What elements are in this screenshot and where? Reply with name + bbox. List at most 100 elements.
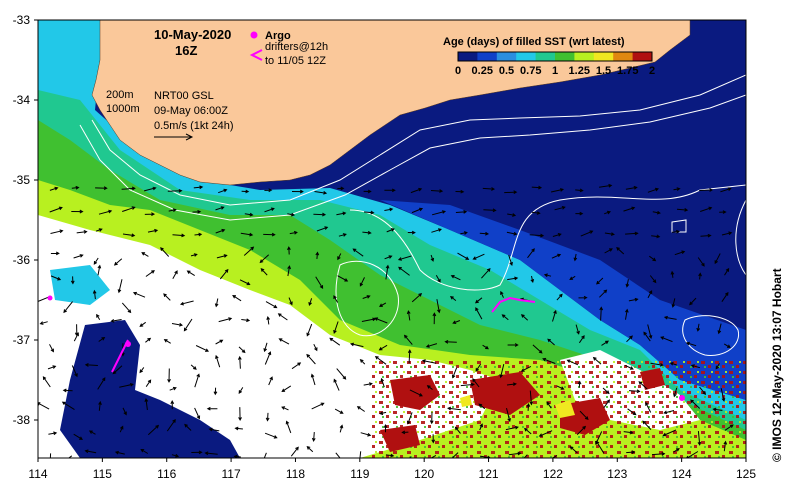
y-tick-label: -36 — [13, 253, 31, 267]
current-arrow — [50, 229, 64, 234]
current-arrow — [264, 351, 272, 365]
legend-tick-label: 1 — [552, 65, 558, 77]
current-arrow — [119, 425, 124, 433]
current-arrow — [169, 386, 177, 391]
current-arrow — [626, 335, 633, 343]
current-arrow — [183, 318, 193, 332]
legend-ticks: 0 0.25 0.5 0.75 1 1.25 1.5 1.75 2 — [455, 65, 655, 77]
current-arrow — [520, 365, 532, 372]
current-arrow — [260, 268, 268, 276]
current-arrow — [144, 397, 149, 411]
current-arrow — [122, 233, 136, 238]
current-arrow — [265, 412, 270, 422]
current-arrow — [430, 454, 437, 458]
current-arrow — [179, 300, 194, 306]
current-arrow — [508, 451, 522, 456]
current-arrow — [529, 390, 534, 406]
legend-swatch — [516, 52, 537, 61]
current-arrow — [359, 451, 362, 458]
current-arrow — [638, 381, 648, 390]
current-arrow — [431, 210, 447, 216]
current-arrow — [359, 277, 365, 287]
argo-float-1 — [125, 341, 131, 347]
y-tick-label: -38 — [13, 413, 31, 427]
current-arrow — [338, 233, 347, 237]
current-arrow — [311, 432, 316, 442]
current-arrow — [194, 407, 201, 420]
current-arrow — [315, 276, 324, 289]
current-arrow — [580, 230, 594, 237]
current-arrow — [592, 356, 602, 365]
current-contour-2 — [335, 260, 399, 337]
current-arrow — [698, 272, 702, 280]
current-arrow — [240, 232, 254, 237]
drifters-legend-label: drifters@12h — [265, 41, 328, 53]
x-tick-label: 118 — [286, 467, 305, 481]
current-arrow — [166, 418, 176, 432]
current-arrow — [721, 231, 733, 236]
current-arrow — [288, 297, 293, 306]
current-arrow — [140, 448, 149, 454]
current-arrow — [482, 344, 489, 350]
y-tick-label: -35 — [13, 173, 31, 187]
plot-area — [38, 20, 746, 458]
drifters-legend-period: to 11/05 12Z — [265, 55, 326, 67]
isobath-1000 — [79, 94, 746, 221]
current-arrow — [483, 208, 497, 213]
current-arrow — [575, 211, 584, 216]
current-arrow — [385, 264, 390, 280]
current-arrow — [575, 324, 580, 335]
current-arrow — [308, 298, 313, 306]
current-arrow — [475, 307, 483, 320]
current-arrow — [310, 373, 316, 386]
current-arrow — [97, 377, 106, 390]
current-arrow — [168, 208, 177, 212]
current-arrow — [61, 401, 75, 411]
current-arrow — [263, 342, 268, 353]
argo-legend-label: Argo — [265, 30, 291, 42]
legend-swatch — [613, 52, 634, 61]
current-arrow — [506, 231, 518, 236]
current-vectors — [38, 183, 734, 458]
current-arrow — [674, 250, 686, 256]
current-arrow — [42, 376, 51, 388]
current-arrow — [143, 186, 157, 192]
current-contour-4 — [671, 219, 687, 233]
current-arrow — [349, 342, 364, 348]
current-arrow — [472, 378, 480, 388]
legend-tick-label: 1.75 — [617, 65, 638, 77]
current-arrow — [145, 270, 155, 277]
current-arrow — [623, 206, 636, 212]
current-arrow — [374, 355, 387, 365]
current-arrow — [596, 277, 604, 285]
current-arrow — [556, 293, 563, 301]
current-arrow — [406, 412, 413, 425]
current-arrow — [649, 255, 657, 262]
current-arrow — [386, 228, 395, 233]
current-arrow — [121, 186, 136, 191]
current-arrow — [241, 318, 251, 323]
current-arrow — [278, 338, 290, 345]
current-arrow — [171, 453, 180, 458]
current-arrow — [215, 339, 224, 345]
current-arrow — [499, 363, 505, 379]
sst-old-data-cluster — [380, 368, 665, 452]
current-arrow — [651, 452, 666, 456]
current-arrow — [379, 411, 387, 416]
current-arrow — [435, 275, 441, 283]
argo-legend-icon — [250, 31, 258, 39]
current-arrow — [363, 189, 372, 194]
current-arrow — [552, 233, 562, 237]
legend-title: Age (days) of filled SST (wrt latest) — [443, 36, 625, 48]
current-arrow — [520, 314, 529, 321]
current-arrow — [662, 429, 677, 437]
isobath-200 — [91, 74, 746, 206]
plot-frame — [37, 19, 747, 459]
x-tick-label: 123 — [607, 467, 627, 481]
legend-tick-label: 0.5 — [499, 65, 514, 77]
current-arrow — [49, 453, 52, 458]
current-arrow — [507, 213, 517, 217]
current-arrow — [49, 186, 59, 191]
current-arrow — [98, 337, 106, 342]
current-arrow — [645, 401, 652, 413]
